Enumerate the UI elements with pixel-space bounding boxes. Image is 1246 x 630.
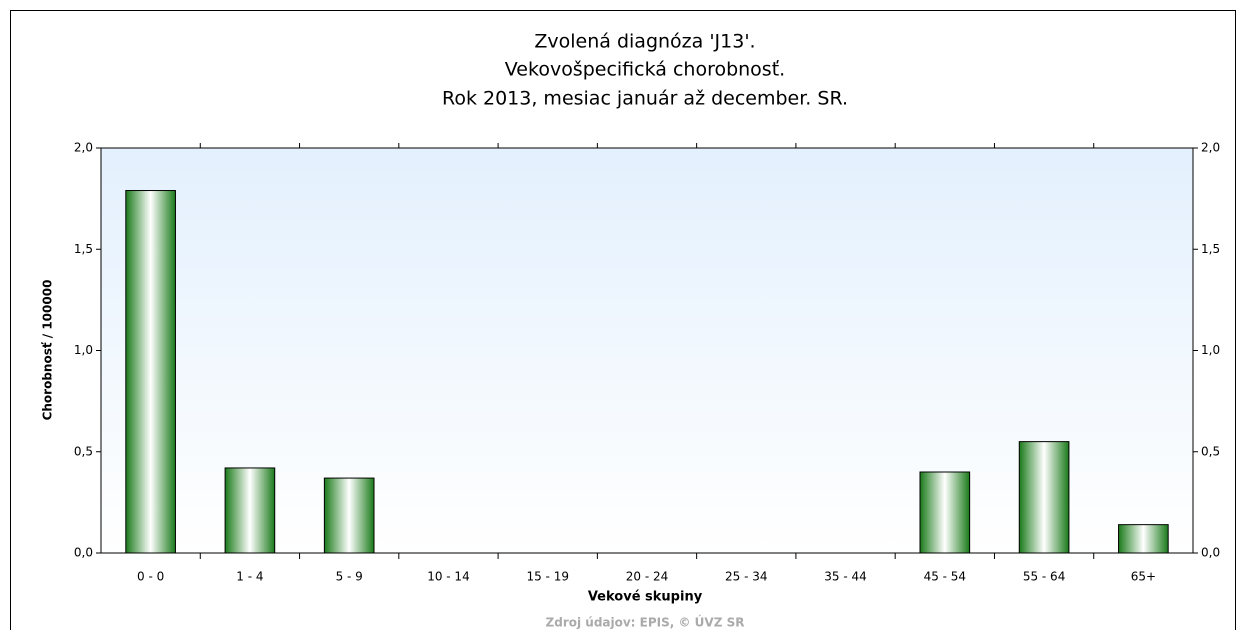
y2-tick-label: 1,0 [1201, 343, 1220, 357]
x-tick-label: 35 - 44 [824, 570, 867, 584]
x-tick-label: 0 - 0 [137, 570, 164, 584]
y2-tick-label: 0,5 [1201, 444, 1220, 458]
y-tick-label: 0,5 [74, 444, 93, 458]
bar [919, 471, 971, 554]
bar [1018, 441, 1070, 554]
bar [224, 467, 276, 554]
frame [10, 10, 1236, 630]
y-tick-label: 2,0 [74, 141, 93, 155]
y2-tick-label: 2,0 [1201, 141, 1220, 155]
x-tick-label: 20 - 24 [626, 570, 669, 584]
x-axis-label: Vekové skupiny [588, 590, 703, 605]
bar [323, 477, 375, 554]
title-line: Vekovošpecifická chorobnosť. [505, 59, 785, 81]
x-tick-label: 1 - 4 [236, 570, 263, 584]
y-axis-label: Chorobnosť / 100000 [41, 280, 55, 421]
title-line: Rok 2013, mesiac január až december. SR. [442, 88, 848, 110]
x-tick-label: 25 - 34 [725, 570, 768, 584]
x-tick-label: 10 - 14 [427, 570, 470, 584]
bar [1118, 524, 1169, 554]
x-tick-label: 65+ [1131, 570, 1156, 584]
x-tick-label: 45 - 54 [924, 570, 967, 584]
y-tick-label: 1,5 [74, 242, 93, 256]
title-line: Zvolená diagnóza 'J13'. [534, 31, 755, 53]
y2-tick-label: 1,5 [1201, 242, 1220, 256]
bar [125, 190, 176, 554]
plot-area [101, 148, 1193, 553]
y-tick-label: 0,0 [74, 546, 93, 560]
y2-tick-label: 0,0 [1201, 546, 1220, 560]
y-tick-label: 1,0 [74, 343, 93, 357]
x-tick-label: 5 - 9 [336, 570, 363, 584]
source: Zdroj údajov: EPIS, © ÚVZ SR [546, 615, 745, 630]
x-tick-label: 55 - 64 [1023, 570, 1066, 584]
x-tick-label: 15 - 19 [526, 570, 569, 584]
